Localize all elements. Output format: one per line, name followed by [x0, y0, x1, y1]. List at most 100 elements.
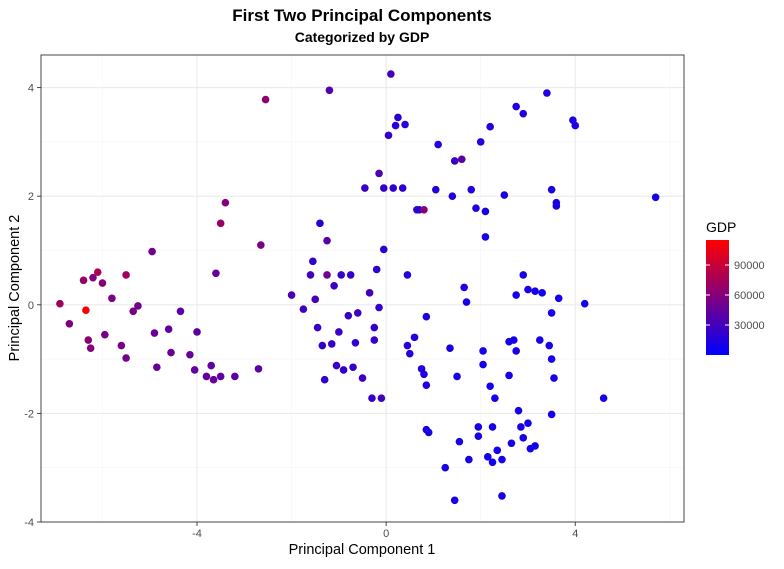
data-point [488, 458, 497, 467]
data-point [599, 394, 608, 402]
data-point [547, 185, 556, 194]
data-point [410, 333, 419, 342]
data-point [108, 294, 116, 303]
data-point [550, 374, 558, 382]
data-point [422, 381, 431, 389]
data-point [453, 372, 461, 381]
data-point [507, 439, 516, 448]
data-point [498, 492, 506, 500]
data-point [422, 312, 431, 321]
data-point [545, 341, 554, 350]
plot-panel [40, 54, 685, 523]
data-point [472, 204, 480, 212]
y-axis-title: Principal Component 2 [7, 215, 23, 362]
y-tick-label: 4 [28, 83, 34, 95]
data-point [481, 207, 490, 216]
data-point [186, 350, 194, 359]
data-point [479, 360, 487, 369]
y-tick-label: 0 [28, 300, 34, 312]
data-point [580, 299, 589, 308]
data-point [514, 406, 523, 415]
y-tick-label: 2 [28, 191, 34, 203]
data-point [547, 355, 556, 363]
data-point [500, 191, 509, 199]
data-point [129, 307, 137, 316]
data-point [384, 131, 393, 140]
data-point [323, 271, 331, 279]
legend-breaks: 30000 60000 90000 [706, 260, 765, 332]
data-point [391, 121, 400, 130]
data-point [216, 219, 225, 228]
data-point [512, 102, 520, 111]
data-point [209, 375, 218, 384]
data-point [370, 323, 379, 332]
data-point [493, 446, 502, 455]
data-point [368, 394, 376, 402]
data-point [531, 442, 539, 450]
panel-background [41, 55, 684, 522]
data-point [176, 307, 185, 316]
data-point [370, 336, 379, 344]
data-point [101, 330, 109, 339]
data-point [134, 302, 142, 310]
y-tick-label: -2 [24, 408, 34, 420]
data-point [65, 319, 74, 328]
data-point [398, 184, 407, 192]
data-point [486, 382, 494, 391]
data-point [434, 140, 442, 149]
data-point [320, 375, 329, 384]
data-point [524, 285, 532, 294]
x-axis-ticks: -4 0 4 [192, 522, 578, 540]
data-point [498, 455, 506, 464]
data-point [389, 184, 398, 192]
data-point [56, 299, 64, 308]
data-point [335, 328, 343, 336]
data-point [394, 113, 402, 122]
data-point [254, 365, 263, 373]
data-point [547, 309, 556, 317]
data-point [441, 463, 450, 472]
data-point [306, 271, 315, 279]
data-point [377, 394, 386, 402]
data-point [517, 423, 525, 431]
color-legend: GDP 30000 60000 90000 [706, 219, 765, 355]
data-point [299, 305, 308, 313]
data-point [358, 374, 367, 382]
data-point [86, 344, 95, 353]
data-point [535, 336, 544, 344]
data-point [405, 349, 414, 358]
data-point [450, 496, 459, 505]
data-point [462, 298, 471, 306]
data-point [117, 341, 126, 350]
data-point [365, 289, 374, 297]
data-point [450, 157, 459, 165]
legend-break-label: 90000 [734, 260, 765, 272]
data-point [325, 86, 334, 95]
data-point [505, 371, 513, 380]
data-point [474, 423, 483, 431]
data-point [531, 287, 539, 296]
data-point [483, 453, 492, 461]
data-point [571, 121, 580, 130]
x-tick-label: 0 [383, 528, 389, 540]
data-point [491, 394, 499, 402]
data-point [122, 354, 130, 362]
data-point [519, 434, 528, 442]
data-point [313, 323, 322, 332]
panel-border [40, 54, 685, 523]
legend-break-label: 60000 [734, 290, 765, 302]
data-points [56, 70, 660, 505]
data-point [164, 325, 173, 334]
data-point [552, 198, 561, 207]
data-point [474, 432, 483, 441]
data-point [212, 269, 220, 278]
data-point [524, 419, 532, 427]
data-point [375, 169, 383, 178]
data-point [375, 303, 383, 312]
y-tick-label: -4 [24, 517, 34, 529]
data-point [84, 336, 93, 344]
minor-gridlines [41, 55, 684, 522]
data-point [309, 257, 317, 266]
data-point [231, 372, 239, 381]
